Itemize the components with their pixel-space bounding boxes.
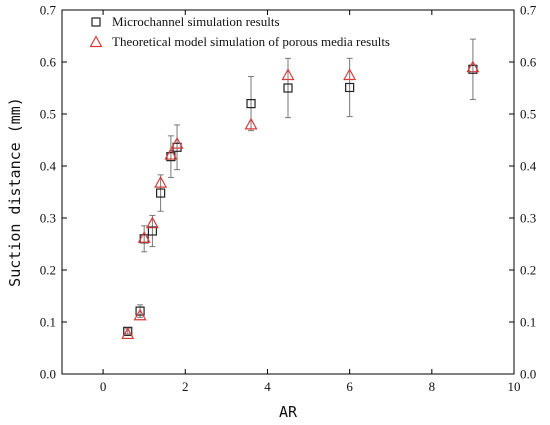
data-point-triangle bbox=[164, 147, 178, 160]
data-point-square bbox=[147, 226, 157, 236]
y-tick-label-left: 0.7 bbox=[40, 3, 57, 18]
data-point-square bbox=[246, 98, 256, 109]
tick-labels: 0 2 4 6 8 100.0 0.00.1 0.10.2 0.20.3 0.30.4 0.40.5… bbox=[40, 3, 537, 395]
y-tick-label-left: 0.4 bbox=[40, 159, 57, 174]
data-point-square bbox=[172, 142, 182, 152]
legend: Microchannel simulation results Theoretic… bbox=[89, 14, 390, 49]
y-axis-title: Suction distance (mm) bbox=[6, 97, 24, 287]
legend-label: Theoretical model simulation of porous m… bbox=[112, 34, 390, 49]
legend-label: Microchannel simulation results bbox=[112, 14, 280, 29]
data-point-triangle bbox=[466, 60, 480, 73]
axis-ticks bbox=[62, 9, 515, 375]
plot-frame bbox=[61, 9, 515, 375]
data-point-triangle bbox=[343, 68, 357, 81]
y-tick-label-left: 0.1 bbox=[40, 315, 56, 330]
y-tick-label-right: 0.2 bbox=[520, 263, 536, 278]
data-point-triangle bbox=[244, 117, 258, 130]
y-tick-label-right: 0.4 bbox=[520, 159, 537, 174]
y-tick-label-right: 0.3 bbox=[520, 211, 536, 226]
y-tick-label-right: 0.6 bbox=[520, 55, 537, 70]
x-tick-label: 10 bbox=[508, 379, 521, 394]
y-tick-label-left: 0.6 bbox=[40, 55, 57, 70]
data-point-square bbox=[156, 188, 166, 198]
y-tick-label-right: 0.7 bbox=[520, 3, 537, 18]
x-tick-label: 0 bbox=[100, 379, 107, 394]
x-tick-label: 4 bbox=[264, 379, 271, 394]
data-point-triangle bbox=[281, 68, 295, 81]
data-point-triangle bbox=[133, 308, 147, 321]
y-tick-label-right: 0.1 bbox=[520, 315, 536, 330]
data-point-square bbox=[135, 306, 145, 316]
y-tick-label-right: 0.0 bbox=[520, 367, 536, 382]
data-point-square bbox=[345, 82, 355, 93]
y-tick-label-left: 0.0 bbox=[40, 367, 56, 382]
y-tick-label-right: 0.5 bbox=[520, 107, 536, 122]
legend-marker-triangle bbox=[89, 35, 103, 48]
data-point-triangle bbox=[137, 231, 151, 243]
x-axis-title: AR bbox=[279, 403, 298, 421]
y-tick-label-left: 0.5 bbox=[40, 107, 56, 122]
data-point-triangle bbox=[154, 175, 168, 188]
data-point-triangle bbox=[121, 327, 135, 340]
x-tick-label: 8 bbox=[429, 379, 436, 394]
y-tick-label-left: 0.3 bbox=[40, 211, 56, 226]
data-point-triangle bbox=[145, 216, 159, 229]
y-tick-label-left: 0.2 bbox=[40, 263, 56, 278]
x-tick-label: 2 bbox=[182, 379, 189, 394]
data-point-square bbox=[283, 83, 293, 93]
data-point-triangle bbox=[170, 136, 184, 149]
data-marks bbox=[121, 38, 480, 340]
legend-marker-square bbox=[91, 17, 101, 27]
x-tick-label: 6 bbox=[346, 379, 353, 394]
